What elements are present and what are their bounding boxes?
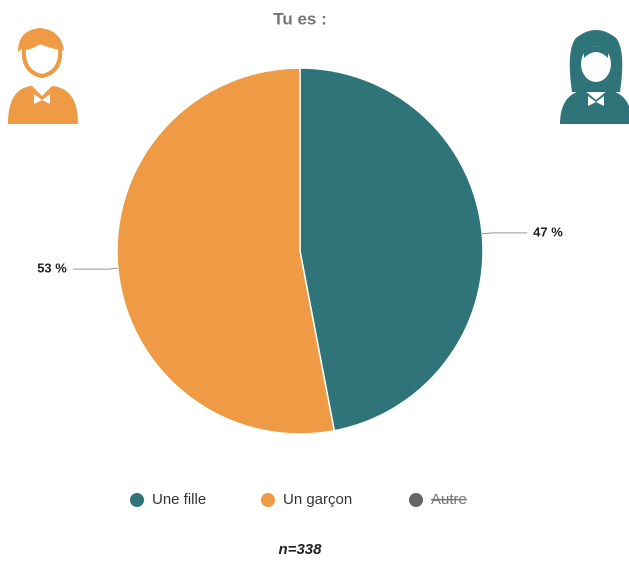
- legend-label[interactable]: Autre: [431, 491, 467, 508]
- pie-slice: [299, 67, 484, 432]
- girl-icon: [560, 30, 629, 124]
- boy-icon: [8, 28, 78, 124]
- chart-title: Tu es :: [273, 9, 327, 28]
- legend-label[interactable]: Une fille: [152, 491, 206, 508]
- pie-slice: [116, 67, 336, 435]
- leader-line: [72, 267, 118, 270]
- data-label: 53 %: [37, 261, 67, 276]
- data-label: 47 %: [533, 224, 563, 239]
- legend-marker[interactable]: [261, 493, 275, 507]
- leader-line: [482, 232, 528, 235]
- legend-marker[interactable]: [130, 493, 144, 507]
- sample-size: n=338: [279, 541, 323, 558]
- legend-marker[interactable]: [409, 493, 423, 507]
- legend-label[interactable]: Un garçon: [283, 491, 352, 508]
